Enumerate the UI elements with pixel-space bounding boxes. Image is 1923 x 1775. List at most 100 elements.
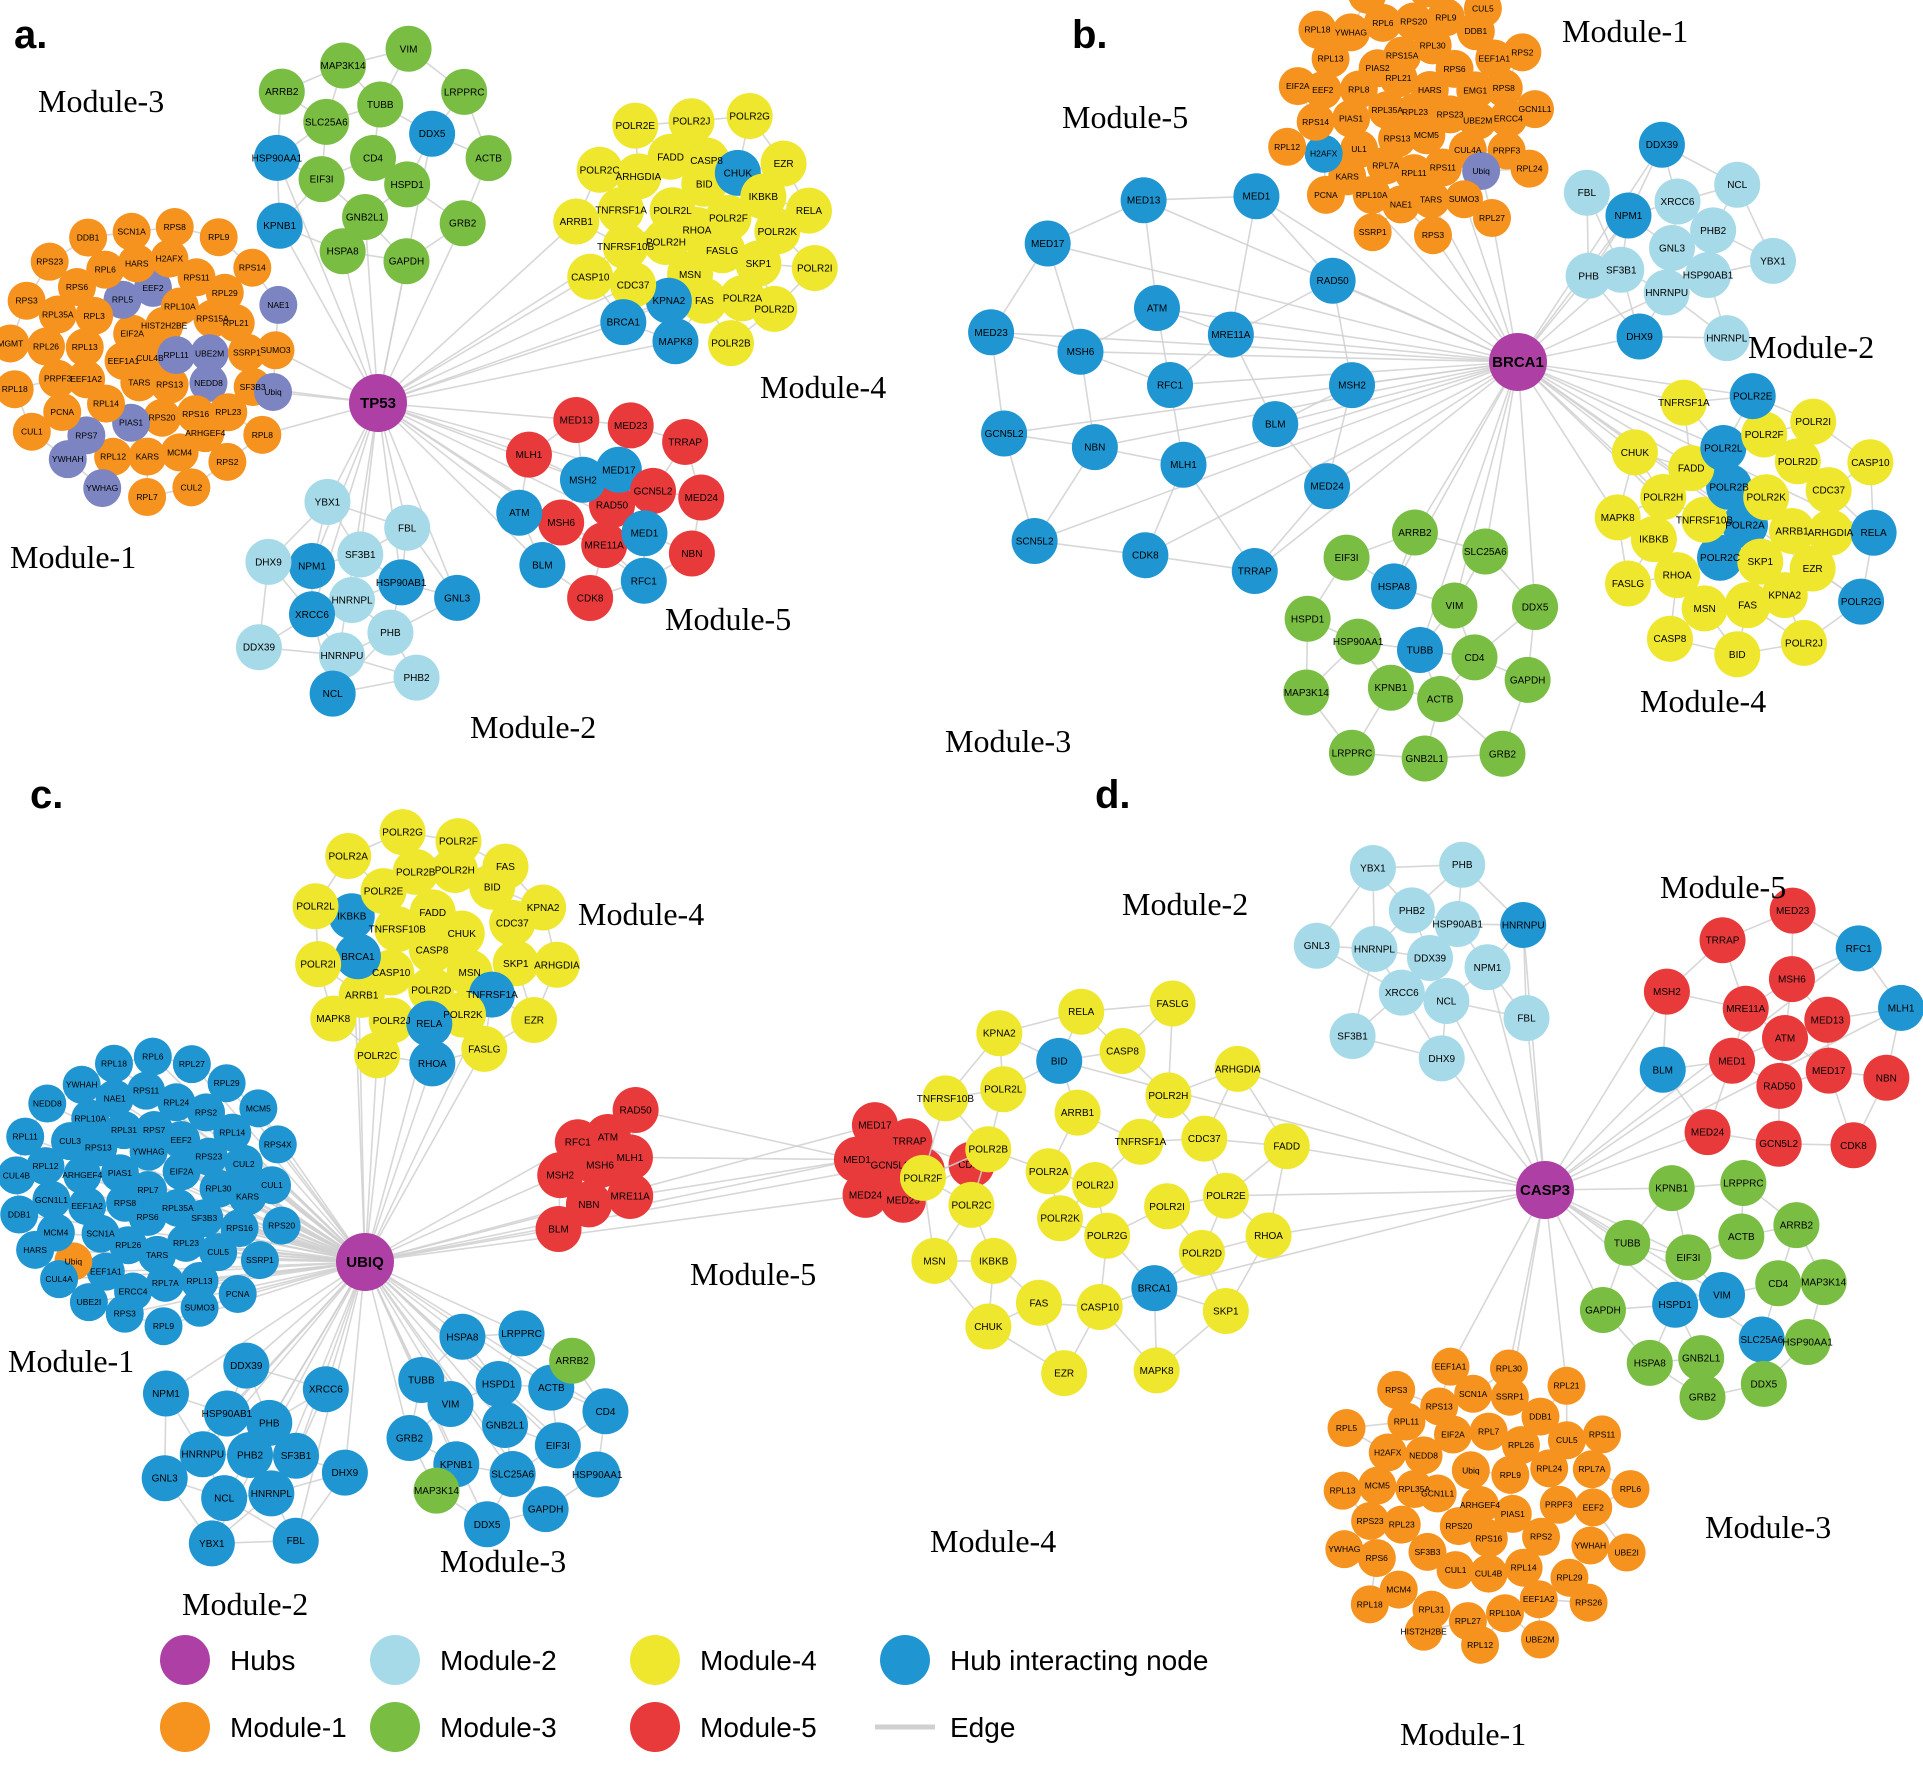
node-UBE2I[interactable] <box>69 1283 108 1322</box>
node-RPL35A[interactable] <box>38 295 77 334</box>
node-RPL13[interactable] <box>1323 1471 1362 1510</box>
node-HNRNPU[interactable] <box>1643 269 1690 316</box>
node-DDX39[interactable] <box>223 1342 270 1389</box>
node-GAPDH[interactable] <box>522 1486 569 1533</box>
node-MAP3K14[interactable] <box>1800 1259 1847 1306</box>
node-RPL6[interactable] <box>133 1037 172 1076</box>
node-BLM[interactable] <box>1252 401 1299 448</box>
node-NPM1[interactable] <box>1464 944 1511 991</box>
node-EEF1A1[interactable] <box>86 1252 125 1291</box>
node-MED1[interactable] <box>1709 1037 1756 1084</box>
node-RFC1[interactable] <box>620 557 667 604</box>
node-CUL4B[interactable] <box>1469 1554 1508 1593</box>
node-NEDD8[interactable] <box>1404 1436 1443 1475</box>
node-MED1[interactable] <box>621 510 668 557</box>
node-SKP1[interactable] <box>735 240 782 287</box>
node-RPS26[interactable] <box>1348 0 1386 14</box>
node-GAPDH[interactable] <box>383 238 430 285</box>
node-FAS[interactable] <box>1724 582 1771 629</box>
node-FASLG[interactable] <box>1149 980 1196 1027</box>
node-RPL10A[interactable] <box>1485 1594 1524 1633</box>
node-POLR2E[interactable] <box>612 102 659 149</box>
node-MED24[interactable] <box>1684 1109 1731 1156</box>
node-DDX39[interactable] <box>1638 121 1685 168</box>
node-YWHAG[interactable] <box>1331 13 1370 52</box>
node-CUL4A[interactable] <box>40 1260 79 1299</box>
node-SLC25A6[interactable] <box>303 98 350 145</box>
node-HNRNPL[interactable] <box>329 577 375 623</box>
node-HSPA8[interactable] <box>319 228 366 275</box>
node-DDB1[interactable] <box>69 218 108 257</box>
node-MRE11A[interactable] <box>1207 311 1254 358</box>
node-HNRNPL[interactable] <box>1703 315 1750 362</box>
node-RPL26[interactable] <box>1501 1426 1540 1465</box>
node-LRPPRC[interactable] <box>441 68 488 115</box>
node-NCL[interactable] <box>201 1475 248 1522</box>
node-SF3B1[interactable] <box>1329 1013 1376 1060</box>
node-ACTB[interactable] <box>1718 1213 1765 1260</box>
node-KPNB1[interactable] <box>256 202 303 249</box>
node-MSN[interactable] <box>911 1237 958 1284</box>
node-MLH1[interactable] <box>1160 441 1207 488</box>
node-HSP90AA1[interactable] <box>253 134 300 181</box>
node-CDK8[interactable] <box>567 574 614 621</box>
node-MLH1[interactable] <box>1878 984 1923 1031</box>
node-GNB2L1[interactable] <box>1678 1335 1725 1382</box>
node-CD4[interactable] <box>582 1388 629 1435</box>
node-RPL35A[interactable] <box>1395 1470 1434 1509</box>
node-POLR2L[interactable] <box>980 1066 1027 1113</box>
node-FADD[interactable] <box>1263 1123 1310 1170</box>
node-DHX9[interactable] <box>245 538 292 585</box>
node-TNFRSF1A[interactable] <box>1660 379 1707 426</box>
node-RPL21[interactable] <box>216 304 255 343</box>
node-RPL11[interactable] <box>1387 1402 1426 1441</box>
node-MSH6[interactable] <box>538 499 585 546</box>
node-Ubiq[interactable] <box>254 372 293 411</box>
node-MED23[interactable] <box>1769 887 1816 934</box>
node-POLR2I[interactable] <box>791 245 838 292</box>
node-HSPD1[interactable] <box>384 161 431 208</box>
node-EEF2[interactable] <box>1574 1488 1613 1527</box>
node-CUL5[interactable] <box>199 1233 238 1272</box>
node-MAPK8[interactable] <box>1133 1347 1180 1394</box>
node-RPS11[interactable] <box>1423 148 1462 187</box>
node-ATM[interactable] <box>1762 1015 1808 1061</box>
node-ARHGEF4[interactable] <box>63 1156 102 1195</box>
node-SUMO3[interactable] <box>1444 180 1483 219</box>
node-FAS[interactable] <box>1015 1279 1062 1326</box>
node-POLR2C[interactable] <box>576 146 623 193</box>
node-RPS6[interactable] <box>1357 1539 1396 1578</box>
node-ATM[interactable] <box>496 489 543 536</box>
node-RPS8[interactable] <box>1484 69 1523 108</box>
node-HARS[interactable] <box>117 244 156 283</box>
node-GRB2[interactable] <box>1679 1374 1726 1421</box>
node-RPL8[interactable] <box>243 415 282 454</box>
node-HSP90AB1[interactable] <box>203 1390 250 1437</box>
node-MED23[interactable] <box>607 402 654 449</box>
node-YBX1[interactable] <box>188 1520 235 1567</box>
node-RPS14[interactable] <box>233 248 272 287</box>
node-GNB2L1[interactable] <box>342 194 389 241</box>
node-RPL9[interactable] <box>1491 1455 1530 1494</box>
node-SLC25A6[interactable] <box>1738 1316 1785 1363</box>
node-GRB2[interactable] <box>439 200 486 247</box>
node-ARRB2[interactable] <box>1773 1202 1820 1249</box>
node-RELA[interactable] <box>785 187 832 234</box>
node-CHUK[interactable] <box>1611 429 1658 476</box>
node-YWHAG[interactable] <box>83 469 122 508</box>
node-RPL6[interactable] <box>1611 1470 1650 1509</box>
node-RPS20[interactable] <box>1439 1507 1478 1546</box>
node-GAPDH[interactable] <box>1504 656 1551 703</box>
node-TRRAP[interactable] <box>662 418 709 465</box>
node-DDX5[interactable] <box>1740 1360 1787 1407</box>
node-EEF2[interactable] <box>162 1120 201 1159</box>
node-LRPPRC[interactable] <box>1328 729 1375 776</box>
node-PIAS1[interactable] <box>100 1154 139 1193</box>
node-YWHAG[interactable] <box>1325 1530 1364 1569</box>
node-RPS8[interactable] <box>106 1183 145 1222</box>
node-MAP3K14[interactable] <box>1283 669 1330 716</box>
node-PHB[interactable] <box>367 609 414 656</box>
node-RPL7[interactable] <box>128 478 167 517</box>
node-KARS[interactable] <box>128 437 167 476</box>
node-HNRNPL[interactable] <box>248 1470 295 1517</box>
